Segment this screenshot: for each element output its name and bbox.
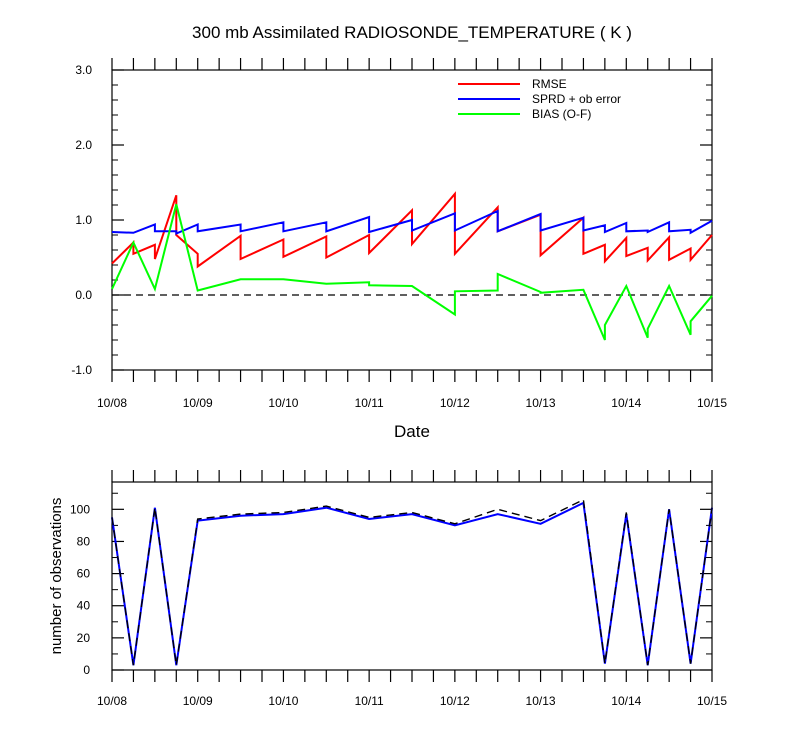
series-lines	[111, 191, 713, 341]
x-tick-label: 10/12	[440, 396, 470, 410]
y-tick-label: 100	[70, 502, 90, 516]
x-tick-label: 10/11	[355, 694, 384, 708]
series-line-observations-solid	[111, 501, 713, 666]
legend-label-sprd-ob-error: SPRD + ob error	[532, 92, 621, 106]
y-tick-label: 80	[77, 534, 91, 548]
x-tick-label: 10/11	[355, 396, 384, 410]
y-tick-labels: -1.0 0.0 1.0 2.0 3.0	[71, 63, 92, 377]
series-line-observations-dashed	[111, 498, 713, 666]
x-tick-labels: 10/08 10/09 10/10 10/11 10/12 10/13 10/14 10/15	[97, 694, 727, 708]
y-tick-label: 1.0	[75, 213, 92, 227]
y-tick-label: 2.0	[75, 138, 92, 152]
y-tick-label: 3.0	[75, 63, 92, 77]
y-tick-label: 0.0	[75, 288, 92, 302]
y-tick-label: 60	[77, 567, 91, 581]
tick-marks	[111, 470, 713, 682]
x-tick-label: 10/10	[268, 694, 298, 708]
x-axis-label: Date	[394, 422, 430, 441]
y-tick-label: 20	[77, 631, 91, 645]
x-tick-label: 10/13	[526, 694, 556, 708]
x-tick-label: 10/15	[697, 694, 727, 708]
series-lines	[111, 498, 713, 666]
y-tick-label: 40	[77, 599, 91, 613]
legend-label-bias-o-f: BIAS (O-F)	[532, 107, 591, 121]
y-tick-label: 0	[83, 663, 90, 677]
x-tick-labels: 10/08 10/09 10/10 10/11 10/12 10/13 10/14 10/15	[97, 396, 727, 410]
y-tick-label: -1.0	[71, 363, 92, 377]
x-tick-label: 10/09	[183, 694, 213, 708]
x-tick-label: 10/08	[97, 396, 127, 410]
x-tick-label: 10/08	[97, 694, 127, 708]
series-line-bias-o-f	[111, 204, 713, 341]
series-line-sprd-ob-error	[111, 209, 713, 236]
x-tick-label: 10/15	[697, 396, 727, 410]
plot-frame	[111, 481, 713, 671]
legend-label-rmse: RMSE	[532, 77, 567, 91]
y-axis-label: number of observations	[48, 498, 65, 655]
tick-marks	[111, 58, 713, 382]
x-tick-label: 10/14	[611, 694, 641, 708]
bias-rmse-chart: 300 mb Assimilated RADIOSONDE_TEMPERATUR…	[71, 23, 727, 441]
x-tick-label: 10/12	[440, 694, 470, 708]
x-tick-label: 10/13	[526, 396, 556, 410]
series-line-rmse	[111, 191, 713, 269]
y-tick-labels: 0 20 40 60 80 100	[70, 502, 90, 677]
x-tick-label: 10/14	[611, 396, 641, 410]
x-tick-label: 10/09	[183, 396, 213, 410]
chart-title: 300 mb Assimilated RADIOSONDE_TEMPERATUR…	[192, 23, 632, 42]
x-tick-label: 10/10	[268, 396, 298, 410]
